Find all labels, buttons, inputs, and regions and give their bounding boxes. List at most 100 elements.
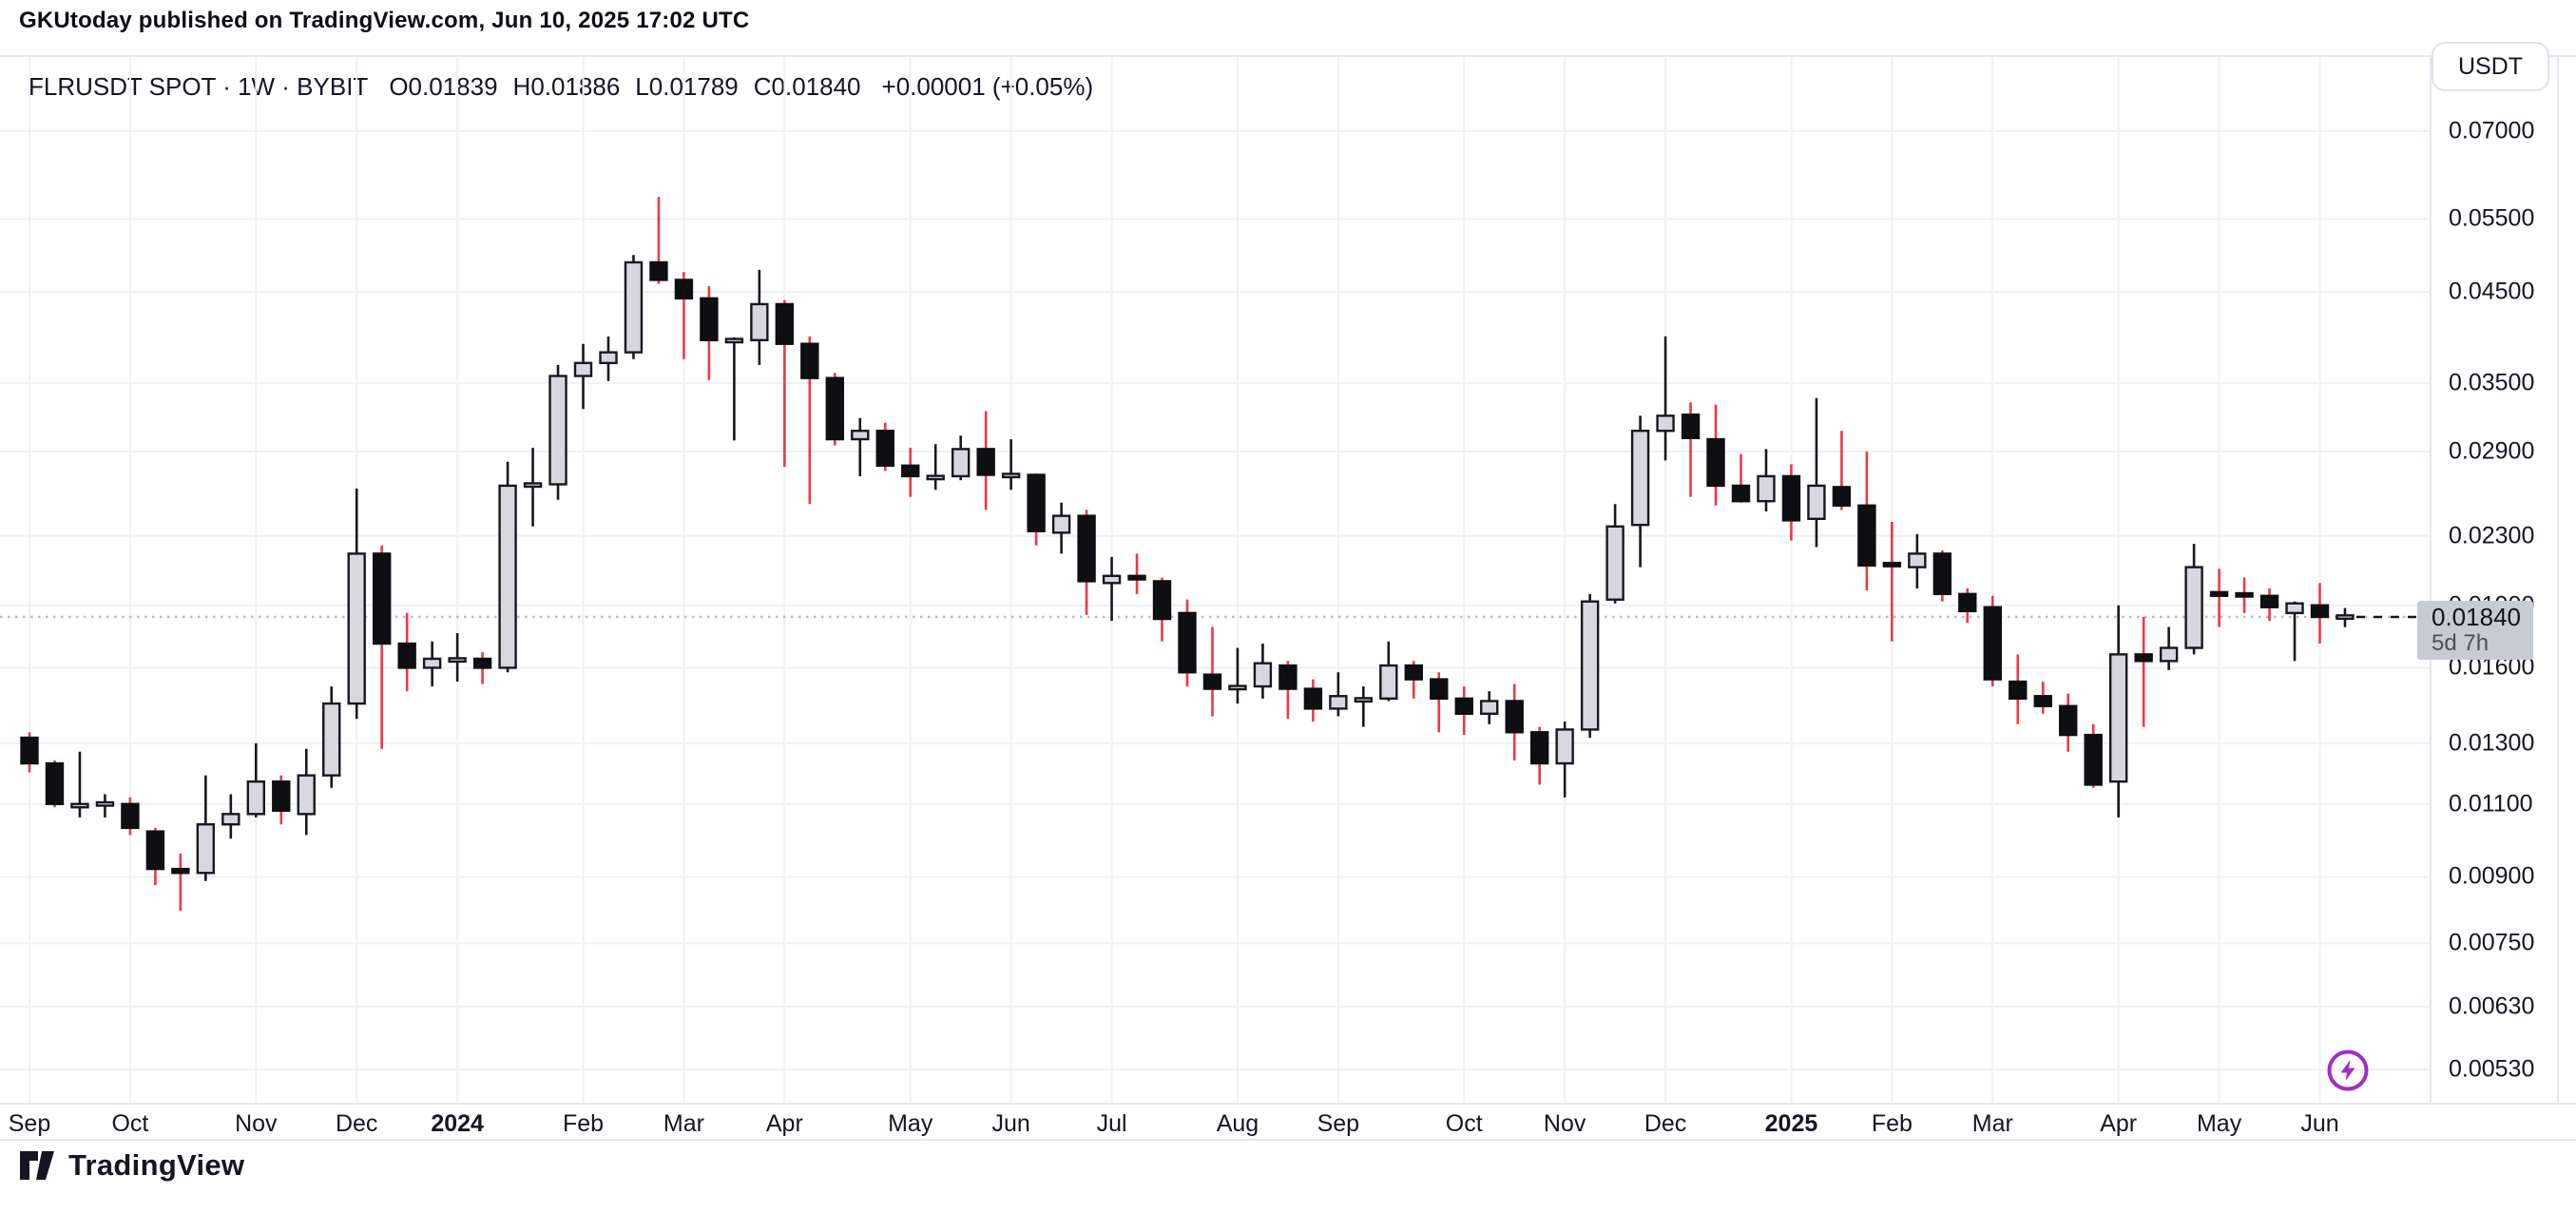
candle-body: [246, 780, 266, 816]
candle-body: [2009, 680, 2028, 701]
candle-body: [2033, 695, 2052, 707]
candle-body: [2184, 566, 2203, 649]
candle-body: [750, 302, 769, 342]
time-axis-label: May: [2196, 1110, 2242, 1137]
candle-body: [347, 552, 366, 705]
candle-body: [472, 657, 492, 669]
candle-body: [1027, 473, 1046, 532]
candle-countdown: 5d 7h: [2432, 629, 2489, 656]
candle-body: [1278, 664, 1298, 690]
candle-body: [2108, 653, 2128, 783]
change-value: +0.00001 (+0.05%): [881, 72, 1094, 101]
candle-body: [1404, 664, 1423, 681]
candle-body: [1430, 678, 1449, 701]
header-divider: [0, 55, 2576, 57]
time-axis-divider: [0, 1103, 2576, 1105]
candle-body: [1102, 574, 1122, 585]
time-axis-label: Jul: [1096, 1110, 1127, 1137]
candle-body: [45, 761, 65, 805]
candle-body: [2059, 704, 2078, 737]
time-axis-label: Feb: [1871, 1110, 1913, 1137]
candle-body: [1580, 600, 1600, 731]
candle-body: [372, 552, 392, 645]
candle-body: [548, 375, 567, 486]
candle-body: [1454, 697, 1473, 715]
candle-body: [951, 448, 971, 478]
time-axis-label: Dec: [1644, 1110, 1687, 1137]
candle-body: [145, 830, 165, 871]
time-axis-label: Feb: [562, 1110, 605, 1137]
candle-body: [1932, 552, 1952, 596]
candle-body: [649, 260, 668, 281]
footer-divider: [0, 1139, 2576, 1141]
time-axis-label: Sep: [1317, 1110, 1360, 1137]
time-axis-label: Mar: [1971, 1110, 2013, 1137]
candle-body: [724, 337, 744, 344]
price-axis-label: 0.00530: [2449, 1055, 2535, 1083]
candle-body: [599, 351, 618, 365]
candle-body: [1178, 611, 1197, 674]
time-axis-label: Nov: [235, 1110, 278, 1137]
candle-body: [272, 780, 291, 812]
axis-divider-vertical: [2430, 55, 2432, 1103]
close-value: C0.01840: [753, 72, 861, 101]
price-axis-label: 0.03500: [2449, 369, 2535, 396]
candle-body: [221, 813, 240, 826]
candle-body: [422, 657, 442, 669]
candle-body: [624, 260, 644, 354]
candle-body: [1656, 414, 1675, 433]
candle-body: [800, 342, 819, 379]
candle-body: [1127, 574, 1146, 581]
candle-body: [2310, 604, 2330, 619]
candle-body: [196, 822, 216, 875]
footer-branding[interactable]: TradingView: [19, 1148, 244, 1183]
candle-body: [1731, 484, 1751, 503]
candle-body: [1882, 561, 1902, 568]
price-axis-label: 0.04500: [2449, 278, 2535, 305]
right-border: [2557, 55, 2559, 1103]
candle-body: [322, 702, 341, 777]
price-axis-label: 0.00900: [2449, 862, 2535, 890]
time-axis-label: Oct: [1445, 1110, 1483, 1137]
symbol-title[interactable]: FLRUSDT SPOT · 1W · BYBIT: [29, 72, 369, 101]
price-axis-label: 0.02300: [2449, 522, 2535, 549]
candle-body: [775, 302, 795, 345]
candle-body: [1480, 700, 1499, 715]
candle-body: [1152, 580, 1172, 621]
candle-body: [1505, 700, 1524, 734]
candle-body: [2235, 591, 2254, 598]
candle-body: [1983, 606, 2002, 681]
price-axis-label: 0.01100: [2449, 790, 2533, 818]
candle-body: [121, 802, 140, 830]
candle-body: [1077, 514, 1096, 583]
candle-body: [573, 361, 593, 377]
price-axis-label: 0.00750: [2449, 929, 2535, 956]
candle-body: [1630, 430, 1650, 527]
candle-body: [2209, 590, 2229, 597]
candle-body: [171, 867, 190, 875]
candle-body: [1329, 695, 1348, 710]
time-axis-label: Mar: [663, 1110, 704, 1137]
time-axis-label: Jun: [991, 1110, 1030, 1137]
high-value: H0.01886: [512, 72, 621, 101]
chart-legend[interactable]: FLRUSDT SPOT · 1W · BYBIT O0.01839 H0.01…: [29, 72, 1093, 102]
candle-body: [976, 448, 995, 476]
time-axis-label: Sep: [8, 1110, 51, 1137]
candle-body: [498, 484, 517, 669]
candle-body: [851, 430, 870, 441]
candle-body: [1958, 592, 1977, 613]
candle-body: [1781, 474, 1801, 522]
time-axis-label: Nov: [1543, 1110, 1586, 1137]
time-axis-label: Apr: [765, 1110, 803, 1137]
candle-body: [2159, 646, 2179, 663]
time-axis-label: 2024: [431, 1110, 484, 1137]
current-price-value: 0.01840: [2432, 603, 2521, 631]
candle-body: [1202, 673, 1222, 690]
candle-body: [95, 800, 115, 807]
flash-ideas-button[interactable]: [2326, 1049, 2370, 1092]
currency-toggle-button[interactable]: USDT: [2432, 42, 2549, 91]
price-axis-label: 0.05500: [2449, 204, 2535, 232]
candle-body: [2084, 733, 2103, 786]
